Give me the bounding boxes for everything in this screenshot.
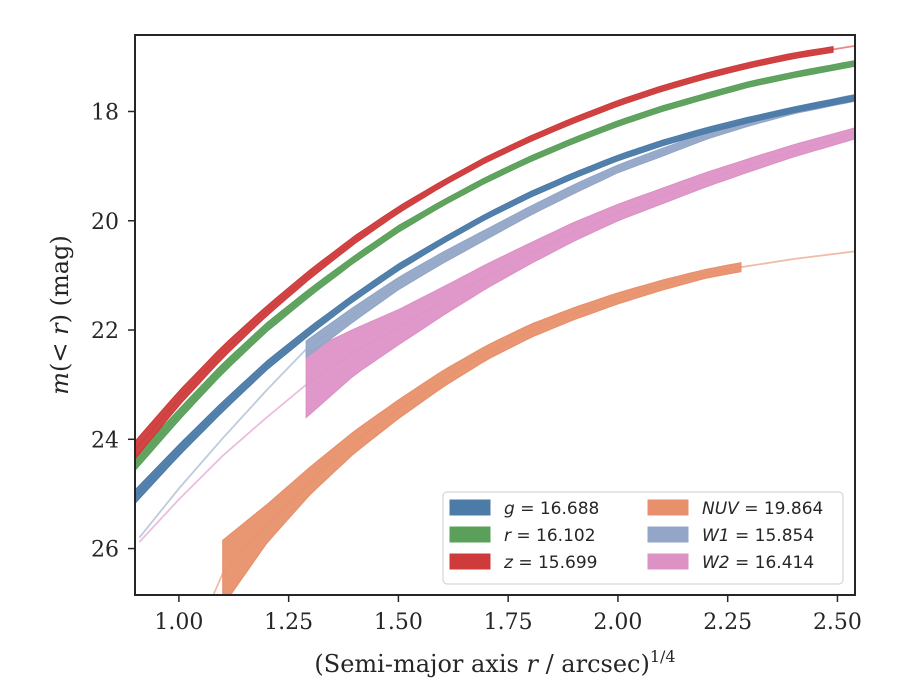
legend-swatch (449, 553, 491, 570)
legend-item-nuv: NUV = 19.864 (647, 499, 823, 519)
legend-label: g = 16.688 (504, 499, 599, 519)
x-tick-label: 1.50 (374, 610, 423, 635)
series-band-w1 (305, 93, 855, 359)
x-axis-title-exponent: 1/4 (650, 647, 676, 666)
x-axis-title-suffix: / arcsec) (538, 650, 650, 678)
legend-label: W1 = 15.854 (702, 526, 814, 546)
x-axis-title-var: r (526, 650, 539, 678)
series-band-z (135, 45, 834, 460)
legend-item-w1: W1 = 15.854 (647, 526, 814, 546)
legend-label: W2 = 16.414 (702, 553, 814, 573)
legend-item-w2: W2 = 16.414 (647, 553, 814, 573)
y-tick-label: 26 (91, 538, 119, 563)
x-tick-label: 2.25 (703, 610, 752, 635)
legend-item-g: g = 16.688 (449, 499, 599, 519)
legend: g = 16.688 r = 16.102 z = 15.699 NUV = 19.8… (442, 491, 844, 585)
series-g (135, 94, 855, 505)
x-tick-label: 1.25 (264, 610, 313, 635)
series-w1 (138, 93, 855, 539)
x-tick-label: 1.75 (484, 610, 533, 635)
y-axis-title-r: r (46, 322, 74, 335)
legend-swatch (647, 526, 689, 543)
x-tick-label: 2.00 (593, 610, 642, 635)
legend-item-z: z = 15.699 (449, 553, 597, 573)
series-band-g (135, 94, 855, 505)
y-axis-title-lt: < (46, 335, 74, 363)
series-band-w2 (305, 127, 855, 419)
legend-swatch (449, 526, 491, 543)
series-band-nuv (222, 262, 742, 595)
x-tick-label: 2.50 (813, 610, 862, 635)
y-axis-title-m: m (46, 372, 74, 395)
plot-frame (134, 34, 856, 596)
series-line-w2 (138, 132, 855, 543)
y-tick-label: 24 (91, 428, 119, 453)
legend-swatch (647, 499, 689, 516)
series-z (135, 45, 855, 460)
y-tick-label: 20 (91, 210, 119, 235)
legend-label: NUV = 19.864 (702, 499, 823, 519)
legend-swatch (449, 499, 491, 516)
legend-frame (442, 491, 844, 585)
y-tick-label: 22 (91, 319, 119, 344)
series-w2 (138, 127, 855, 543)
series-r (135, 60, 855, 472)
plot-area (135, 45, 855, 595)
axis-ticks: 1.00 1.25 1.50 1.75 2.00 2.25 2.50 18 20 22 24 26 (91, 100, 862, 635)
legend-label: r = 16.102 (504, 526, 596, 546)
y-axis-title-close: ) (mag) (46, 235, 74, 323)
y-tick-label: 18 (91, 100, 119, 125)
series-nuv (212, 250, 855, 595)
legend-item-r: r = 16.102 (449, 526, 596, 546)
x-axis-title-prefix: (Semi-major axis (314, 650, 526, 678)
x-tick-label: 1.00 (154, 610, 203, 635)
series-band-r (135, 60, 855, 472)
legend-label: z = 15.699 (503, 553, 597, 573)
x-axis-title: (Semi-major axis r / arcsec)1/4 (314, 647, 675, 678)
y-axis-title: m(< r) (mag) (46, 235, 74, 395)
legend-swatch (647, 553, 689, 570)
y-axis-title-open: ( (46, 363, 74, 372)
